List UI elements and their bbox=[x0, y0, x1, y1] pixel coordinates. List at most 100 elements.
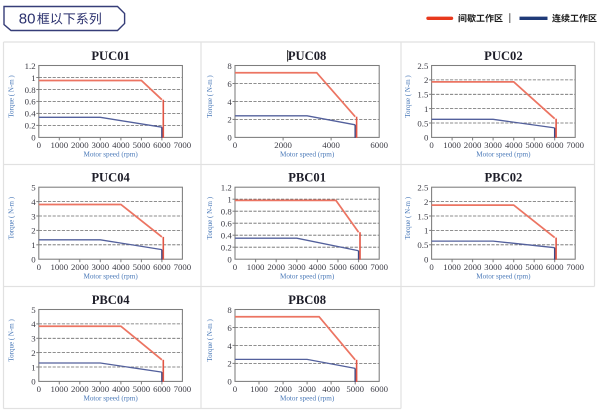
svg-text:Torque ( N-m ): Torque ( N-m ) bbox=[206, 75, 214, 118]
svg-text:Torque ( N-m ): Torque ( N-m ) bbox=[8, 318, 16, 361]
svg-text:0.5: 0.5 bbox=[417, 118, 429, 128]
svg-text:1: 1 bbox=[424, 104, 428, 114]
svg-text:3: 3 bbox=[31, 334, 36, 344]
svg-text:4000: 4000 bbox=[112, 140, 130, 150]
svg-text:2: 2 bbox=[424, 75, 428, 85]
svg-text:Torque ( N-m ): Torque ( N-m ) bbox=[404, 75, 412, 118]
svg-text:5: 5 bbox=[31, 305, 36, 315]
svg-text:4000: 4000 bbox=[309, 262, 327, 272]
svg-text:3000: 3000 bbox=[288, 262, 306, 272]
svg-text:2: 2 bbox=[227, 359, 231, 369]
svg-text:2000: 2000 bbox=[464, 140, 482, 150]
svg-text:1: 1 bbox=[31, 240, 35, 250]
svg-text:PBC02: PBC02 bbox=[485, 171, 523, 185]
svg-text:1.2: 1.2 bbox=[25, 61, 36, 71]
svg-text:0: 0 bbox=[429, 140, 434, 150]
svg-text:5000: 5000 bbox=[133, 384, 151, 394]
svg-text:3000: 3000 bbox=[92, 384, 110, 394]
svg-text:Torque ( N-m ): Torque ( N-m ) bbox=[8, 75, 16, 118]
svg-text:2.5: 2.5 bbox=[417, 183, 429, 193]
svg-text:PBC08: PBC08 bbox=[288, 293, 326, 307]
svg-text:Torque ( N-m ): Torque ( N-m ) bbox=[206, 196, 214, 239]
svg-text:Torque ( N-m ): Torque ( N-m ) bbox=[8, 196, 16, 239]
svg-text:7000: 7000 bbox=[566, 262, 584, 272]
svg-text:Motor speed (rpm): Motor speed (rpm) bbox=[280, 273, 335, 281]
svg-text:4: 4 bbox=[31, 197, 36, 207]
svg-text:3000: 3000 bbox=[92, 140, 110, 150]
svg-text:3000: 3000 bbox=[92, 262, 110, 272]
svg-text:0: 0 bbox=[233, 384, 238, 394]
svg-text:6000: 6000 bbox=[153, 384, 171, 394]
svg-text:0.4: 0.4 bbox=[221, 231, 233, 241]
svg-text:4: 4 bbox=[227, 341, 232, 351]
svg-text:0: 0 bbox=[37, 140, 42, 150]
svg-text:Motor speed (rpm): Motor speed (rpm) bbox=[83, 151, 138, 159]
svg-text:3: 3 bbox=[31, 211, 36, 221]
svg-text:8: 8 bbox=[227, 305, 232, 315]
svg-text:5000: 5000 bbox=[133, 262, 151, 272]
svg-text:0: 0 bbox=[233, 262, 238, 272]
svg-text:4000: 4000 bbox=[322, 384, 340, 394]
svg-text:PUC04: PUC04 bbox=[91, 171, 130, 185]
svg-text:Motor speed (rpm): Motor speed (rpm) bbox=[280, 151, 335, 159]
svg-text:5000: 5000 bbox=[133, 140, 151, 150]
svg-text:6000: 6000 bbox=[153, 262, 171, 272]
svg-text:0: 0 bbox=[233, 140, 238, 150]
svg-text:8: 8 bbox=[227, 61, 232, 71]
svg-text:6000: 6000 bbox=[350, 262, 368, 272]
svg-text:PBC04: PBC04 bbox=[92, 293, 130, 307]
svg-text:1000: 1000 bbox=[51, 262, 69, 272]
svg-text:0.5: 0.5 bbox=[417, 240, 429, 250]
svg-text:5000: 5000 bbox=[329, 262, 347, 272]
svg-text:3000: 3000 bbox=[484, 140, 502, 150]
svg-text:0: 0 bbox=[37, 384, 42, 394]
svg-text:Torque ( N-m ): Torque ( N-m ) bbox=[206, 318, 214, 361]
svg-text:0: 0 bbox=[424, 255, 429, 265]
svg-text:0: 0 bbox=[429, 262, 434, 272]
svg-text:2000: 2000 bbox=[71, 262, 89, 272]
svg-text:80: 80 bbox=[19, 10, 36, 27]
svg-text:4000: 4000 bbox=[505, 262, 523, 272]
svg-text:4000: 4000 bbox=[322, 140, 340, 150]
svg-text:2000: 2000 bbox=[274, 140, 292, 150]
svg-text:2: 2 bbox=[424, 197, 428, 207]
svg-text:1000: 1000 bbox=[51, 140, 69, 150]
svg-text:Motor speed (rpm): Motor speed (rpm) bbox=[476, 151, 531, 159]
svg-text:2: 2 bbox=[31, 226, 35, 236]
svg-text:5000: 5000 bbox=[525, 140, 543, 150]
svg-text:1000: 1000 bbox=[250, 384, 268, 394]
svg-text:0.8: 0.8 bbox=[25, 85, 37, 95]
svg-text:Torque ( N-m ): Torque ( N-m ) bbox=[404, 196, 412, 239]
svg-text:0.2: 0.2 bbox=[221, 243, 232, 253]
svg-text:2000: 2000 bbox=[267, 262, 285, 272]
svg-text:1000: 1000 bbox=[443, 140, 461, 150]
svg-text:0: 0 bbox=[227, 377, 232, 387]
svg-text:2: 2 bbox=[227, 115, 231, 125]
svg-text:Motor speed (rpm): Motor speed (rpm) bbox=[83, 395, 138, 403]
svg-text:0: 0 bbox=[31, 255, 36, 265]
svg-text:6: 6 bbox=[227, 323, 232, 333]
svg-text:0: 0 bbox=[37, 262, 42, 272]
svg-text:PUC01: PUC01 bbox=[91, 49, 129, 63]
svg-text:1000: 1000 bbox=[247, 262, 265, 272]
svg-text:1: 1 bbox=[227, 195, 231, 205]
svg-text:0.2: 0.2 bbox=[25, 121, 36, 131]
svg-text:Motor speed (rpm): Motor speed (rpm) bbox=[476, 273, 531, 281]
svg-text:1: 1 bbox=[424, 226, 428, 236]
svg-text:5000: 5000 bbox=[346, 384, 364, 394]
svg-text:PBC01: PBC01 bbox=[288, 171, 326, 185]
svg-text:0.6: 0.6 bbox=[25, 97, 37, 107]
svg-text:1.5: 1.5 bbox=[417, 211, 429, 221]
svg-text:6000: 6000 bbox=[370, 140, 388, 150]
svg-text:6000: 6000 bbox=[370, 384, 388, 394]
svg-text:0: 0 bbox=[227, 133, 232, 143]
svg-text:6000: 6000 bbox=[153, 140, 171, 150]
svg-text:0: 0 bbox=[31, 377, 36, 387]
svg-text:Motor speed (rpm): Motor speed (rpm) bbox=[83, 273, 138, 281]
svg-text:Motor speed (rpm): Motor speed (rpm) bbox=[280, 395, 335, 403]
svg-text:0.4: 0.4 bbox=[25, 109, 37, 119]
svg-text:4000: 4000 bbox=[112, 384, 130, 394]
svg-text:2.5: 2.5 bbox=[417, 61, 429, 71]
svg-text:2000: 2000 bbox=[274, 384, 292, 394]
svg-text:6000: 6000 bbox=[546, 262, 564, 272]
